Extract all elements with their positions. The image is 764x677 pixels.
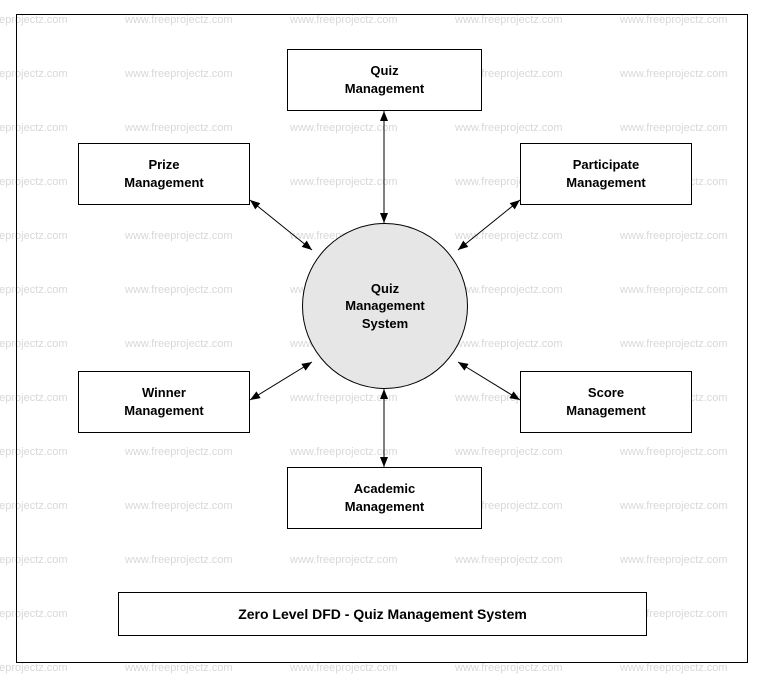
- entity-participate-label: ParticipateManagement: [566, 156, 645, 191]
- diagram-title-text: Zero Level DFD - Quiz Management System: [238, 606, 527, 622]
- entity-quiz-label: QuizManagement: [345, 62, 424, 97]
- entity-prize: PrizeManagement: [78, 143, 250, 205]
- diagram-canvas: QuizManagementSystem QuizManagement Prize…: [0, 0, 764, 677]
- center-process: QuizManagementSystem: [302, 223, 468, 389]
- entity-participate: ParticipateManagement: [520, 143, 692, 205]
- entity-prize-label: PrizeManagement: [124, 156, 203, 191]
- entity-quiz: QuizManagement: [287, 49, 482, 111]
- entity-academic-label: AcademicManagement: [345, 480, 424, 515]
- entity-winner-label: WinnerManagement: [124, 384, 203, 419]
- entity-score-label: ScoreManagement: [566, 384, 645, 419]
- entity-winner: WinnerManagement: [78, 371, 250, 433]
- diagram-title: Zero Level DFD - Quiz Management System: [118, 592, 647, 636]
- entity-score: ScoreManagement: [520, 371, 692, 433]
- center-process-label: QuizManagementSystem: [345, 280, 424, 333]
- entity-academic: AcademicManagement: [287, 467, 482, 529]
